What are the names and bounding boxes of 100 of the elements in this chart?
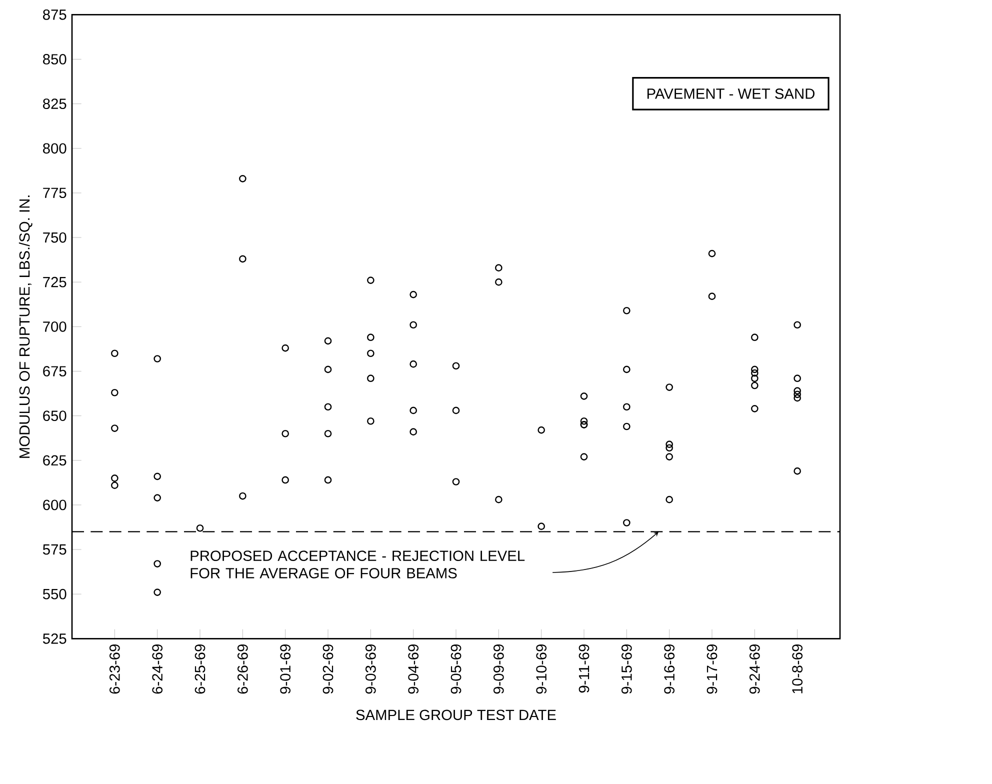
point	[452, 406, 460, 414]
point	[794, 394, 802, 402]
point	[538, 522, 546, 530]
point	[282, 344, 290, 352]
point	[538, 426, 546, 434]
point	[751, 374, 758, 382]
point	[580, 392, 588, 400]
x-tick-label: 9-24-69	[749, 644, 760, 694]
point	[751, 366, 758, 374]
y-tick-label: 825	[43, 98, 66, 109]
point	[367, 374, 374, 382]
point	[623, 366, 630, 374]
ref-line-label: PROPOSED ACCEPTANCE - REJECTION LEVEL FOR THE AVERAGE OF FOUR BEAMS	[190, 550, 525, 578]
point	[324, 430, 332, 438]
point	[623, 422, 630, 430]
x-tick-label: 9-10-69	[536, 644, 547, 694]
point	[239, 492, 246, 500]
x-tick-label: 6-26-69	[237, 644, 248, 694]
point	[666, 453, 674, 460]
y-tick-label: 700	[43, 321, 66, 332]
x-axis-title: SAMPLE GROUP TEST DATE	[356, 710, 556, 720]
point	[410, 428, 418, 436]
y-tick-label: 550	[42, 588, 66, 600]
point	[751, 334, 758, 342]
point	[794, 467, 802, 475]
point	[495, 278, 502, 286]
point	[111, 424, 118, 432]
y-tick-label: 800	[43, 143, 66, 154]
point	[367, 334, 374, 342]
x-tick-label: 10-8-69	[792, 644, 803, 694]
y-tick-label: 775	[43, 188, 66, 198]
point	[111, 482, 118, 489]
y-tick-label: 525	[42, 633, 66, 644]
point	[452, 362, 460, 370]
point	[794, 390, 802, 398]
point	[495, 264, 502, 272]
y-tick-label: 675	[43, 366, 66, 376]
point	[324, 337, 332, 345]
x-tick-label: 9-03-69	[365, 644, 376, 694]
point	[196, 524, 204, 532]
point	[410, 406, 418, 414]
point	[580, 417, 588, 425]
y-tick-label: 725	[43, 276, 66, 288]
x-tick-label: 9-16-69	[664, 644, 675, 694]
x-tick-label: 6-24-69	[152, 644, 163, 694]
point	[751, 405, 758, 412]
x-tick-label: 9-17-69	[706, 644, 718, 694]
point	[666, 440, 674, 448]
point	[154, 472, 162, 480]
point	[794, 321, 802, 329]
point	[282, 476, 290, 484]
x-tick-label: 9-04-69	[408, 644, 419, 694]
point	[324, 476, 332, 484]
point	[751, 369, 758, 377]
y-tick-label: 750	[43, 232, 66, 243]
point	[495, 496, 502, 504]
y-tick-label: 650	[43, 410, 66, 421]
x-tick-label: 6-25-69	[194, 644, 206, 694]
x-tick-label: 9-09-69	[493, 644, 504, 694]
point	[708, 292, 716, 300]
point	[708, 250, 716, 258]
point	[623, 403, 630, 411]
point	[666, 444, 674, 452]
point	[111, 474, 118, 482]
y-tick-label: 575	[42, 544, 66, 555]
point	[111, 388, 118, 396]
y-axis-title: MODULUS OF RUPTURE, LBS./SQ. IN.	[18, 196, 32, 458]
point	[282, 430, 290, 438]
point	[367, 276, 374, 284]
point	[623, 306, 630, 314]
point	[410, 360, 418, 368]
point	[154, 494, 162, 502]
y-tick-label: 600	[43, 500, 66, 510]
y-tick-label: 850	[43, 54, 66, 64]
point	[410, 321, 418, 329]
x-tick-label: 9-11-69	[578, 644, 590, 693]
point	[580, 453, 588, 460]
y-tick-label: 625	[43, 455, 66, 466]
point	[794, 387, 802, 395]
point	[324, 403, 332, 411]
x-tick-label: 9-05-69	[450, 644, 462, 694]
point	[751, 382, 758, 390]
point	[794, 374, 802, 382]
point	[239, 255, 246, 263]
point	[367, 417, 374, 425]
point	[666, 384, 674, 391]
y-tick-label: 875	[43, 9, 66, 20]
annotation: PAVEMENT - WET SAND	[647, 88, 815, 99]
point	[367, 350, 374, 358]
point	[154, 588, 162, 596]
point	[324, 366, 332, 374]
point	[666, 496, 674, 504]
point	[154, 560, 162, 568]
x-tick-label: 9-01-69	[280, 644, 291, 694]
point	[410, 290, 418, 298]
x-tick-label: 9-02-69	[322, 644, 334, 694]
x-tick-label: 9-15-69	[621, 644, 632, 694]
point	[111, 350, 118, 358]
point	[452, 478, 460, 486]
x-tick-label: 6-23-69	[109, 644, 120, 694]
